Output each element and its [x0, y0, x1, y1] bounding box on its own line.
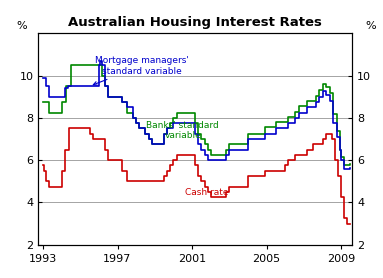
Text: Banks' standard
variable: Banks' standard variable [146, 121, 219, 140]
Text: Cash rate: Cash rate [185, 188, 229, 197]
Text: Mortgage managers'
standard variable: Mortgage managers' standard variable [93, 56, 189, 85]
Text: %: % [16, 21, 27, 31]
Text: %: % [365, 21, 376, 31]
Title: Australian Housing Interest Rates: Australian Housing Interest Rates [69, 16, 322, 29]
